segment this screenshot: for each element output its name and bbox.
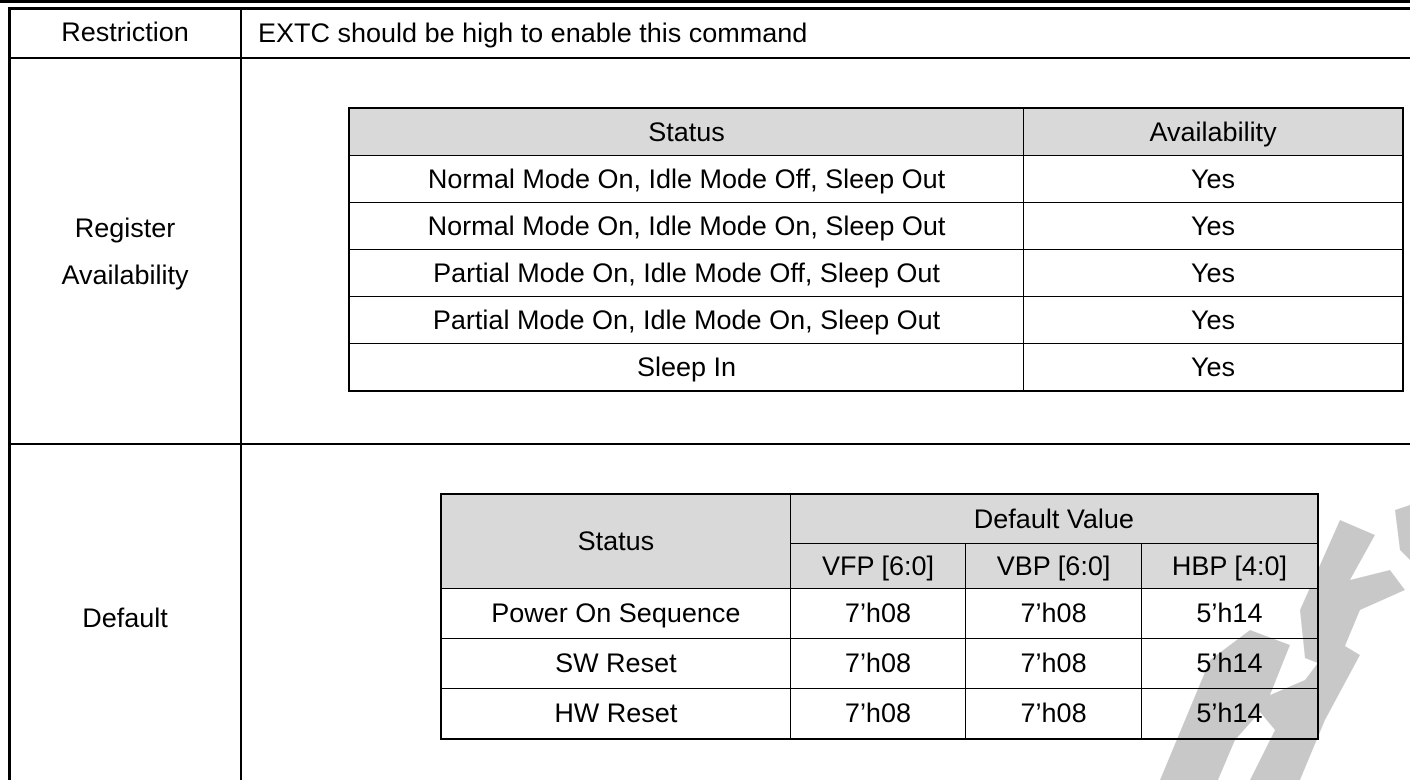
outer-table-column-divider	[240, 8, 242, 780]
table-header-row: Status Availability	[348, 107, 1404, 156]
status-column-header: Status	[348, 107, 1025, 156]
vfp-cell: 7’h08	[789, 688, 967, 740]
availability-column-header: Availability	[1023, 107, 1404, 156]
status-cell: Power On Sequence	[440, 588, 791, 639]
availability-cell: Yes	[1023, 343, 1404, 392]
table-row: Partial Mode On, Idle Mode Off, Sleep Ou…	[348, 249, 1404, 297]
hbp-cell: 5’h14	[1140, 638, 1319, 689]
register-availability-label-line1: Register	[74, 213, 176, 243]
status-cell: Sleep In	[348, 343, 1025, 392]
row-divider-availability	[8, 443, 1410, 445]
table-row: Partial Mode On, Idle Mode On, Sleep Out…	[348, 296, 1404, 344]
vfp-cell: 7’h08	[789, 638, 967, 689]
availability-cell: Yes	[1023, 202, 1404, 250]
table-row: Sleep In Yes	[348, 343, 1404, 392]
status-cell: Normal Mode On, Idle Mode On, Sleep Out	[348, 202, 1025, 250]
hbp-cell: 5’h14	[1140, 688, 1319, 740]
top-rule	[0, 0, 1410, 3]
default-value-table: Status Default Value VFP [6:0] VBP [6:0]…	[440, 493, 1319, 740]
table-row: SW Reset 7’h08 7’h08 5’h14	[440, 638, 1319, 689]
table-header-row: Status Default Value	[440, 493, 1319, 589]
vbp-cell: 7’h08	[965, 588, 1142, 639]
table-subheader-row: VFP [6:0] VBP [6:0] HBP [4:0]	[441, 543, 1319, 589]
vbp-column-header: VBP [6:0]	[965, 543, 1142, 589]
default-value-header: Default Value	[789, 493, 1319, 544]
default-label: Default	[82, 603, 168, 633]
table-row: Normal Mode On, Idle Mode On, Sleep Out …	[348, 202, 1404, 250]
vbp-cell: 7’h08	[965, 688, 1142, 740]
restriction-text: EXTC should be high to enable this comma…	[258, 18, 808, 48]
vfp-cell: 7’h08	[789, 588, 967, 639]
status-cell: HW Reset	[440, 688, 791, 740]
status-cell: SW Reset	[440, 638, 791, 689]
hbp-column-header: HBP [4:0]	[1140, 543, 1319, 589]
status-cell: Normal Mode On, Idle Mode Off, Sleep Out	[348, 155, 1025, 203]
table-row: Normal Mode On, Idle Mode Off, Sleep Out…	[348, 155, 1404, 203]
availability-cell: Yes	[1023, 249, 1404, 297]
availability-cell: Yes	[1023, 296, 1404, 344]
status-cell: Partial Mode On, Idle Mode On, Sleep Out	[348, 296, 1025, 344]
register-availability-label-line2: Availability	[61, 260, 189, 290]
hbp-cell: 5’h14	[1140, 588, 1319, 639]
table-row: HW Reset 7’h08 7’h08 5’h14	[440, 688, 1319, 740]
row-divider-restriction	[8, 57, 1410, 59]
availability-cell: Yes	[1023, 155, 1404, 203]
vbp-cell: 7’h08	[965, 638, 1142, 689]
status-column-header: Status	[440, 493, 791, 589]
table-row: Power On Sequence 7’h08 7’h08 5’h14	[440, 588, 1319, 639]
restriction-label: Restriction	[61, 17, 189, 47]
outer-table-left-border	[8, 8, 11, 780]
vfp-column-header: VFP [6:0]	[789, 543, 967, 589]
outer-table-top-border	[8, 7, 1410, 10]
status-cell: Partial Mode On, Idle Mode Off, Sleep Ou…	[348, 249, 1025, 297]
register-availability-table: Status Availability Normal Mode On, Idle…	[348, 107, 1404, 392]
